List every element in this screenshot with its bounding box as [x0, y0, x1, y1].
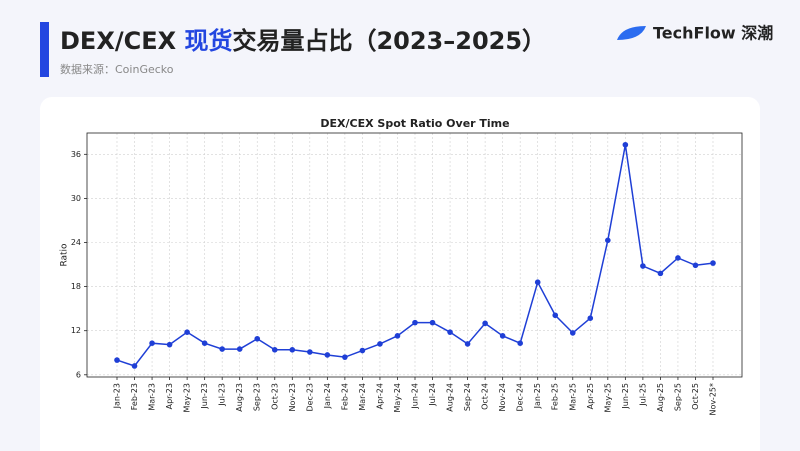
x-tick-label: Jan-23	[113, 383, 122, 409]
data-point	[114, 357, 120, 363]
data-point	[640, 263, 646, 269]
title-part: DEX/CEX	[60, 27, 184, 55]
data-point	[692, 262, 699, 269]
data-point	[605, 237, 611, 244]
y-tick-label: 6	[76, 370, 81, 379]
data-point	[517, 340, 523, 346]
data-point	[447, 329, 453, 335]
x-tick-label: Mar-25	[568, 383, 577, 411]
x-tick-label: Apr-25	[586, 383, 595, 409]
x-tick-label: Jul-23	[218, 383, 227, 407]
y-tick-label: 12	[71, 326, 81, 335]
x-tick-label: Jun-24	[411, 383, 420, 410]
data-point	[464, 341, 471, 347]
y-tick-label: 30	[71, 194, 81, 203]
x-tick-label: Dec-23	[305, 383, 314, 412]
x-tick-label: Mar-23	[148, 383, 157, 411]
data-point	[289, 347, 296, 353]
x-tick-label: Oct-24	[481, 383, 490, 410]
x-tick-label: Dec-24	[516, 383, 525, 412]
data-point	[587, 315, 594, 322]
data-point	[149, 340, 155, 346]
data-point	[377, 341, 383, 347]
plot: 6 12 18 24 30 36 Jan-23 Feb-23 Mar-23 Apr-23 May-2…	[71, 133, 742, 415]
data-point	[534, 279, 541, 285]
data-point	[499, 333, 506, 339]
data-point	[271, 347, 278, 353]
card	[40, 97, 760, 451]
x-tick-label: Apr-24	[375, 383, 384, 409]
x-tick-label: Sep-24	[463, 383, 472, 411]
x-tick-label: Apr-23	[165, 383, 174, 409]
y-tick-label: 18	[71, 282, 81, 291]
y-axis-label: Ratio	[60, 243, 70, 267]
x-tick-label: May-25	[603, 383, 612, 412]
x-tick-label: Jul-24	[428, 383, 437, 407]
y-tick-label: 24	[71, 238, 81, 247]
data-point	[166, 341, 173, 348]
x-tick-label: Aug-24	[446, 383, 455, 412]
data-point	[482, 320, 488, 327]
x-tick-label: Oct-25	[691, 383, 700, 410]
title-part: 交易量占比（2023–2025）	[232, 27, 546, 55]
x-tick-label: Jun-23	[200, 383, 209, 410]
x-tick-label: Nov-24	[498, 383, 507, 411]
x-tick-label: Oct-23	[270, 383, 279, 410]
x-tick-label: Aug-23	[235, 383, 244, 412]
plot-frame	[86, 132, 743, 378]
data-point	[184, 329, 190, 335]
x-tick-label: Feb-24	[340, 383, 349, 410]
page-title: DEX/CEX 现货交易量占比（2023–2025）	[60, 27, 546, 55]
data-point	[342, 354, 348, 360]
data-point	[657, 270, 664, 277]
x-tick-label: Jul-25	[638, 383, 647, 407]
data-point	[412, 319, 418, 326]
x-tick-label: May-24	[393, 383, 402, 412]
data-point	[622, 141, 629, 148]
data-point	[131, 363, 138, 369]
x-tick-label: Sep-23	[253, 383, 262, 411]
x-tick-label: Jan-24	[323, 383, 332, 409]
data-point	[394, 333, 401, 339]
data-point	[254, 335, 261, 342]
x-tick-label: Aug-25	[656, 383, 665, 412]
y-tick-label: 36	[71, 150, 81, 159]
data-point	[710, 260, 716, 266]
x-tick-label: Feb-25	[551, 383, 560, 410]
data-point	[324, 352, 331, 358]
accent-bar	[40, 22, 49, 77]
title-highlight: 现货	[184, 27, 232, 55]
x-tick-label: Feb-23	[130, 383, 139, 410]
logo-icon	[617, 26, 646, 40]
data-point	[569, 330, 576, 336]
data-point	[552, 312, 559, 319]
x-tick-label: Nov-23	[288, 383, 297, 411]
subtitle: 数据来源：CoinGecko	[60, 62, 174, 76]
data-point	[675, 255, 681, 261]
data-point	[429, 319, 436, 326]
data-point	[359, 347, 366, 354]
x-tick-label: Nov-25*	[709, 383, 718, 415]
data-point	[201, 340, 208, 346]
x-tick-label: Jan-25	[533, 383, 542, 409]
data-point	[219, 346, 225, 352]
data-point	[236, 346, 243, 352]
data-point	[307, 349, 313, 355]
chart-title: DEX/CEX Spot Ratio Over Time	[320, 117, 509, 130]
x-tick-label: May-23	[183, 383, 192, 412]
x-tick-label: Jun-25	[621, 383, 630, 410]
logo-text: TechFlow 深潮	[653, 24, 773, 43]
x-tick-label: Mar-24	[358, 383, 367, 411]
x-tick-label: Sep-25	[673, 383, 682, 411]
